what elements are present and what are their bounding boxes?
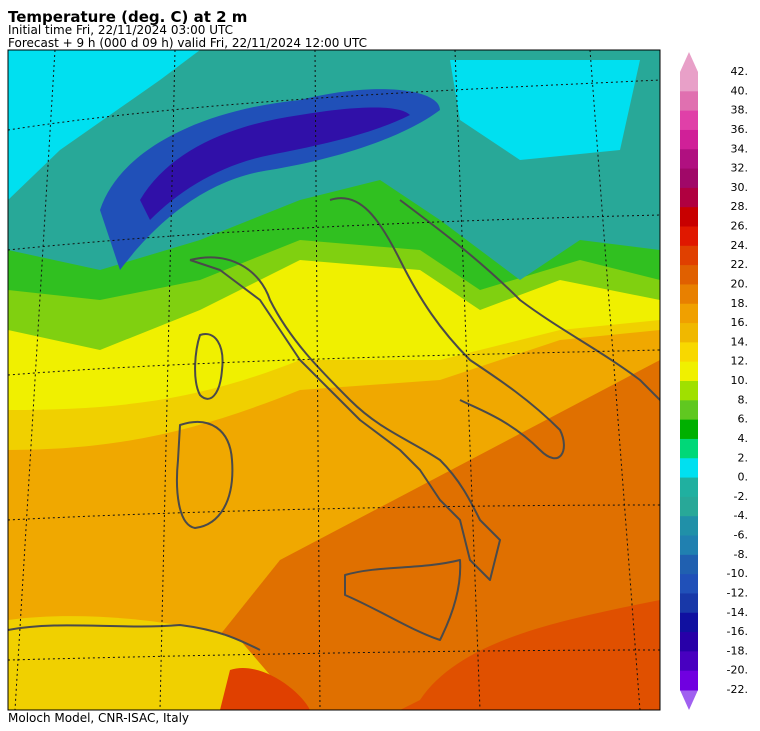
colorbar-box — [680, 612, 698, 633]
colorbar-box — [680, 303, 698, 324]
colorbar-label: 24. — [731, 239, 749, 252]
colorbar-label: 38. — [731, 104, 749, 117]
colorbar-box — [680, 265, 698, 285]
colorbar-box — [680, 323, 698, 343]
colorbar-label: 42. — [731, 65, 749, 78]
colorbar-label: 36. — [731, 123, 749, 136]
colorbar-label: -4. — [734, 509, 748, 522]
title: Temperature (deg. C) at 2 m — [8, 8, 247, 26]
colorbar-label: 22. — [731, 258, 749, 271]
colorbar-label: 8. — [738, 393, 749, 406]
colorbar-label: 0. — [738, 471, 749, 484]
colorbar-label: 12. — [731, 355, 749, 368]
colorbar-label: 10. — [731, 374, 749, 387]
colorbar-box — [680, 149, 698, 170]
colorbar-box — [680, 187, 698, 208]
colorbar-box — [680, 535, 698, 556]
colorbar-label: 28. — [731, 200, 749, 213]
colorbar-box — [680, 593, 698, 614]
forecast-time: Forecast + 9 h (000 d 09 h) valid Fri, 2… — [8, 36, 367, 50]
colorbar-label: 20. — [731, 277, 749, 290]
colorbar-label: -6. — [734, 529, 748, 542]
colorbar-box — [680, 419, 698, 440]
colorbar-label: -12. — [727, 586, 748, 599]
colorbar-box — [680, 632, 698, 652]
colorbar-label: -8. — [734, 548, 748, 561]
colorbar-box — [680, 477, 698, 498]
footer: Moloch Model, CNR-ISAC, Italy — [8, 711, 189, 725]
colorbar: 42. 40. 38. 36. 34. 32. 30. 28. 26. 24. 22. 20. 18. 1… — [680, 52, 748, 710]
colorbar-label: 32. — [731, 162, 749, 175]
colorbar-box — [680, 284, 698, 305]
colorbar-box — [680, 72, 698, 92]
colorbar-label: 16. — [731, 316, 749, 329]
colorbar-box — [680, 361, 698, 382]
colorbar-label: 2. — [738, 451, 749, 464]
colorbar-box — [680, 554, 698, 575]
colorbar-box — [680, 651, 698, 672]
colorbar-box — [680, 110, 698, 131]
colorbar-label: 14. — [731, 335, 749, 348]
colorbar-box — [680, 574, 698, 594]
colorbar-box — [680, 245, 698, 266]
colorbar-box — [680, 207, 698, 227]
colorbar-label: 4. — [738, 432, 749, 445]
colorbar-label: 6. — [738, 413, 749, 426]
colorbar-arrow-bottom — [680, 690, 698, 710]
colorbar-label: -14. — [727, 606, 748, 619]
colorbar-label: -20. — [727, 664, 748, 677]
colorbar-box — [680, 438, 698, 459]
colorbar-label: -16. — [727, 625, 748, 638]
colorbar-box — [680, 129, 698, 150]
colorbar-box — [680, 91, 698, 112]
initial-time: Initial time Fri, 22/11/2024 03:00 UTC — [8, 23, 233, 37]
colorbar-label: -18. — [727, 644, 748, 657]
map — [7, 49, 661, 711]
colorbar-label: 34. — [731, 142, 749, 155]
colorbar-label: 18. — [731, 297, 749, 310]
colorbar-arrow-top — [680, 52, 698, 72]
colorbar-box — [680, 458, 698, 479]
colorbar-label: -10. — [727, 567, 748, 580]
colorbar-box — [680, 226, 698, 247]
colorbar-box — [680, 400, 698, 421]
colorbar-label: -22. — [727, 683, 748, 696]
colorbar-box — [680, 381, 698, 401]
colorbar-box — [680, 670, 698, 691]
colorbar-label: -2. — [734, 490, 748, 503]
colorbar-label: 40. — [731, 84, 749, 97]
colorbar-box — [680, 168, 698, 189]
colorbar-box — [680, 516, 698, 536]
colorbar-label: 30. — [731, 181, 749, 194]
colorbar-box — [680, 496, 698, 517]
colorbar-box — [680, 342, 698, 363]
colorbar-label: 26. — [731, 220, 749, 233]
